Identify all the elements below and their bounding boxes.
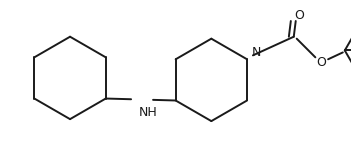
Text: N: N [252, 46, 261, 59]
Text: O: O [316, 56, 326, 69]
Text: O: O [295, 9, 304, 22]
Text: NH: NH [139, 106, 158, 119]
